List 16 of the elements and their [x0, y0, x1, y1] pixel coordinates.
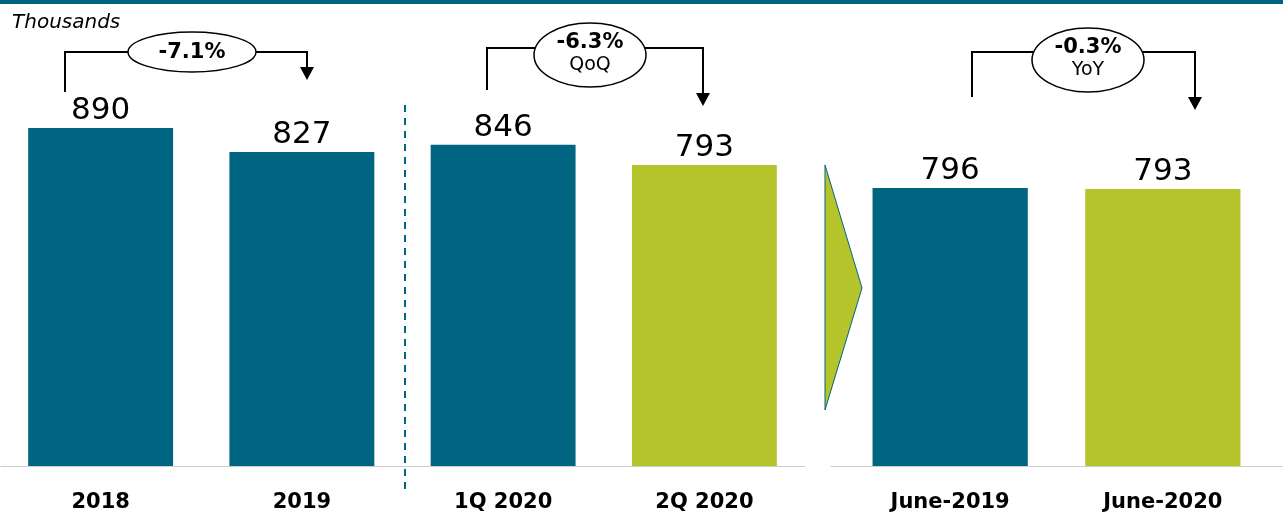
x-tick-label: 2018	[71, 488, 130, 513]
text: Thousands	[12, 9, 121, 33]
data-label: 827	[272, 113, 332, 150]
data-label: 793	[1133, 150, 1193, 187]
data-label: 796	[920, 149, 980, 186]
text: -0.3% YoY	[1053, 34, 1123, 80]
data-label: 890	[71, 90, 131, 127]
x-tick-label: June-2019	[888, 488, 1010, 513]
data-label: 846	[473, 106, 533, 143]
data-label: 793	[674, 126, 734, 163]
text: -7.1%	[157, 39, 227, 64]
text: -6.3% QoQ	[555, 29, 625, 75]
x-tick-label: 1Q 2020	[454, 488, 553, 513]
x-tick-label: 2Q 2020	[655, 488, 754, 513]
x-tick-label: 2019	[272, 488, 332, 513]
x-tick-label: June-2020	[1101, 488, 1223, 513]
